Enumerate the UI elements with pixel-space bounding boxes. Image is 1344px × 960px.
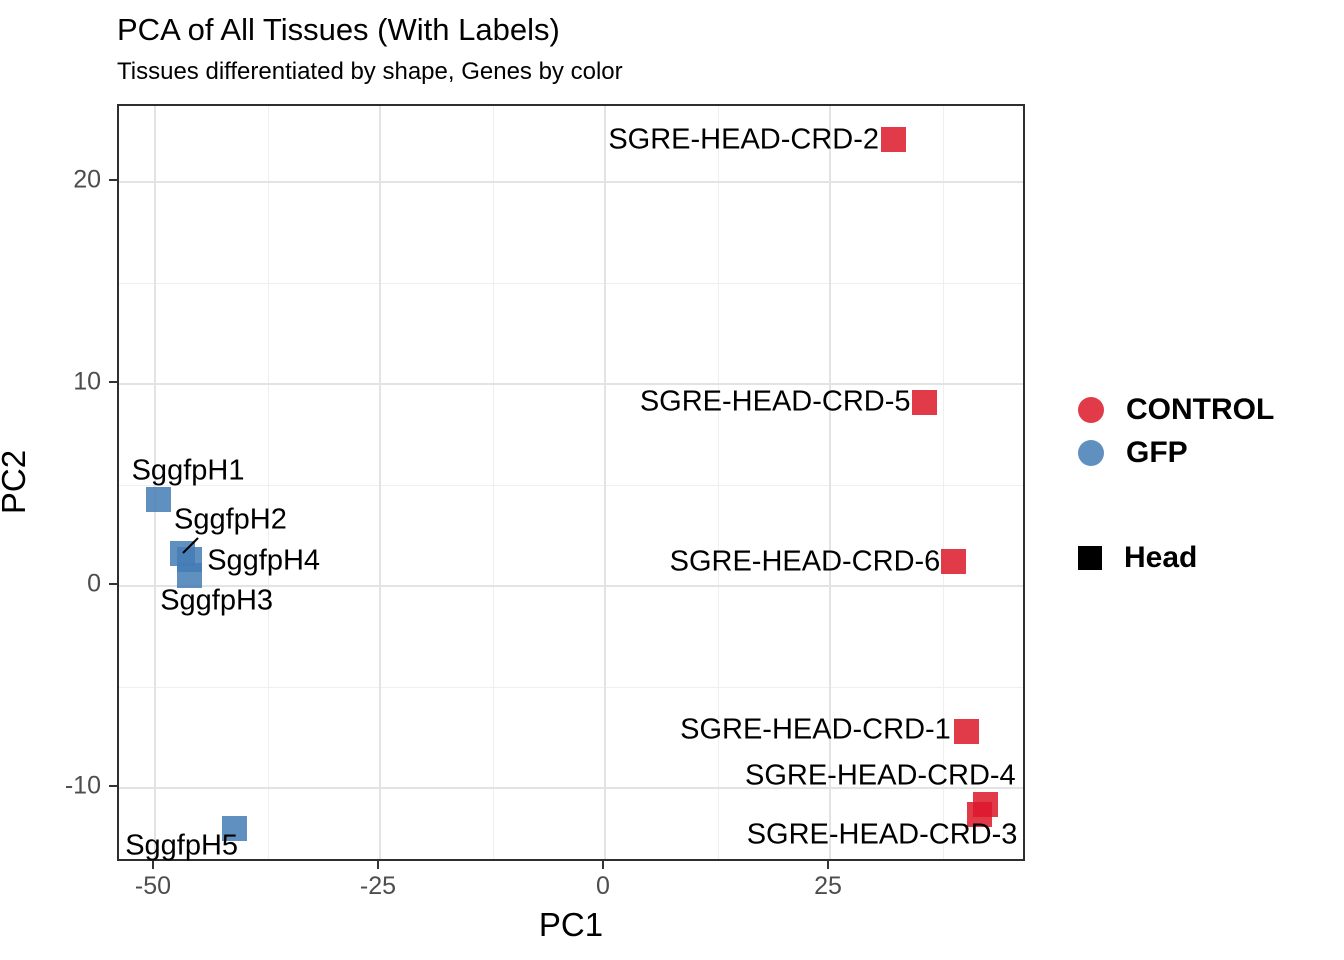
x-axis-tick [377,861,379,869]
gridline-y-major [119,383,1023,385]
point-label: SggfpH3 [160,584,274,617]
x-axis-tick [152,861,154,869]
x-tick-label: -50 [134,872,172,900]
point-label: SGRE-HEAD-CRD-5 [639,385,911,418]
gridline-x-minor [942,106,944,859]
point-label: SggfpH2 [174,503,287,536]
gridline-y-major [119,181,1023,183]
data-point-control [880,127,906,153]
y-axis-tick [109,785,117,787]
data-point-control [912,389,937,415]
y-axis-tick [109,179,117,181]
point-label: SGRE-HEAD-CRD-4 [745,759,1016,792]
legend-key-circle-control [1078,397,1104,423]
gridline-x-major [154,106,156,859]
legend-label: GFP [1126,436,1188,469]
x-axis-tick [827,861,829,869]
gridline-y-minor [119,283,1023,284]
legend-label: CONTROL [1126,393,1275,426]
gridline-y-minor [119,485,1023,486]
x-tick-label: 25 [814,872,842,900]
data-point-gfp [146,486,172,512]
gridline-x-minor [492,106,494,859]
gridline-y-major [119,787,1023,789]
point-label: SGRE-HEAD-CRD-1 [680,713,951,746]
data-point-gfp [221,815,247,841]
y-axis-tick [109,381,117,383]
data-point-control [954,718,980,744]
gridline-x-major [604,106,606,859]
point-label: SggfpH5 [125,829,239,862]
legend-key-circle-gfp [1078,440,1104,466]
legend-label: Head [1124,541,1198,574]
y-tick-label: 0 [87,569,101,598]
point-label: SggfpH1 [131,454,245,487]
point-label: SGRE-HEAD-CRD-6 [669,545,941,578]
y-tick-label: -10 [64,771,101,800]
x-tick-label: 0 [596,872,610,900]
y-tick-label: 10 [73,367,101,396]
point-label: SggfpH4 [207,544,321,577]
legend-key-square-head [1078,546,1102,570]
x-axis-title: PC1 [538,906,604,943]
gridline-x-minor [717,106,719,859]
data-point-control [940,549,966,575]
plot-subtitle: Tissues differentiated by shape, Genes b… [117,58,623,85]
data-point-gfp [176,563,202,589]
gridline-y-minor [119,687,1023,688]
data-point-control [966,801,992,827]
gridline-x-major [379,106,381,859]
y-axis-tick [109,583,117,585]
point-label: SGRE-HEAD-CRD-3 [746,818,1018,851]
y-tick-label: 20 [73,165,101,194]
gridline-x-minor [267,106,269,859]
y-axis-title: PC2 [0,449,32,515]
legend-row-control: CONTROL [1078,393,1274,427]
legend-row-head: Head [1078,541,1197,575]
plot-title: PCA of All Tissues (With Labels) [117,12,560,47]
point-label: SGRE-HEAD-CRD-2 [608,123,879,156]
gridline-y-major [119,585,1023,587]
gridline-x-major [829,106,831,859]
x-axis-tick [602,861,604,869]
plot-panel: SGRE-HEAD-CRD-2 SGRE-HEAD-CRD-5 SGRE-HEAD-… [117,104,1025,862]
legend-row-gfp: GFP [1078,436,1188,470]
x-tick-label: -25 [359,872,397,900]
